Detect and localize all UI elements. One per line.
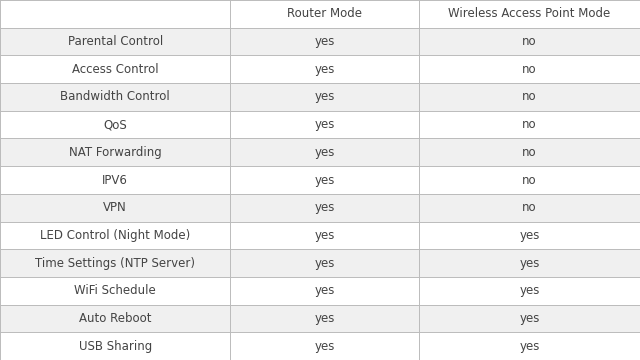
Bar [0, 0, 640, 28]
Bar [0, 83, 640, 111]
Text: yes: yes [315, 174, 335, 186]
Text: yes: yes [520, 229, 540, 242]
Bar [0, 249, 640, 277]
Text: Parental Control: Parental Control [68, 35, 163, 48]
Text: yes: yes [520, 339, 540, 353]
Text: yes: yes [520, 257, 540, 270]
Text: no: no [522, 35, 537, 48]
Bar [0, 332, 640, 360]
Text: Wireless Access Point Mode: Wireless Access Point Mode [449, 7, 611, 21]
Text: yes: yes [520, 312, 540, 325]
Bar [0, 55, 640, 83]
Text: Auto Reboot: Auto Reboot [79, 312, 152, 325]
Text: yes: yes [520, 284, 540, 297]
Text: Bandwidth Control: Bandwidth Control [60, 90, 170, 103]
Text: yes: yes [315, 312, 335, 325]
Bar [0, 28, 640, 55]
Text: no: no [522, 201, 537, 214]
Bar [0, 166, 640, 194]
Text: USB Sharing: USB Sharing [79, 339, 152, 353]
Text: no: no [522, 118, 537, 131]
Text: yes: yes [315, 229, 335, 242]
Text: no: no [522, 90, 537, 103]
Text: yes: yes [315, 201, 335, 214]
Text: IPV6: IPV6 [102, 174, 128, 186]
Text: no: no [522, 63, 537, 76]
Bar [0, 111, 640, 139]
Text: Access Control: Access Control [72, 63, 159, 76]
Bar [0, 221, 640, 249]
Bar [0, 194, 640, 221]
Text: no: no [522, 146, 537, 159]
Text: yes: yes [315, 90, 335, 103]
Text: yes: yes [315, 118, 335, 131]
Text: yes: yes [315, 63, 335, 76]
Text: Time Settings (NTP Server): Time Settings (NTP Server) [35, 257, 195, 270]
Bar [0, 305, 640, 332]
Text: LED Control (Night Mode): LED Control (Night Mode) [40, 229, 190, 242]
Text: no: no [522, 174, 537, 186]
Text: QoS: QoS [103, 118, 127, 131]
Text: WiFi Schedule: WiFi Schedule [74, 284, 156, 297]
Text: yes: yes [315, 284, 335, 297]
Text: yes: yes [315, 146, 335, 159]
Text: yes: yes [315, 339, 335, 353]
Bar [0, 277, 640, 305]
Text: Router Mode: Router Mode [287, 7, 362, 21]
Text: NAT Forwarding: NAT Forwarding [69, 146, 161, 159]
Bar [0, 139, 640, 166]
Text: VPN: VPN [103, 201, 127, 214]
Text: yes: yes [315, 257, 335, 270]
Text: yes: yes [315, 35, 335, 48]
